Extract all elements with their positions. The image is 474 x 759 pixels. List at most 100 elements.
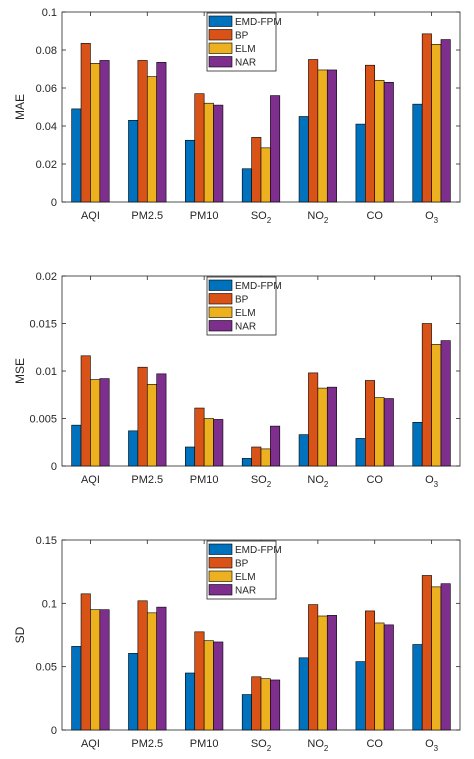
bar-nar-no2 (326, 386, 337, 467)
bar-elm-so2 (260, 147, 271, 203)
x-tick-label: SO2 (251, 474, 272, 489)
bar-nar-co (383, 82, 394, 203)
bar-emd-fpm-so2 (241, 168, 252, 203)
bar-elm-o3 (431, 344, 442, 467)
x-tick-label: AQI (81, 738, 100, 750)
bar-emd-fpm-pm10 (185, 672, 196, 731)
bar-elm-so2 (260, 678, 271, 731)
bar-elm-pm25 (146, 383, 157, 467)
y-tick-label: 0.05 (36, 662, 57, 674)
bar-bp-pm10 (194, 93, 205, 203)
x-tick-label: AQI (81, 210, 100, 222)
bar-nar-pm10 (213, 641, 224, 731)
bar-elm-co (374, 397, 385, 467)
y-tick-label: 0.1 (42, 7, 57, 19)
bar-bp-so2 (251, 446, 262, 467)
bar-elm-pm10 (203, 640, 214, 731)
bar-bp-no2 (308, 604, 319, 731)
x-tick-label: PM2.5 (131, 738, 163, 750)
bar-elm-aqi (90, 62, 101, 203)
x-tick-label: PM10 (190, 738, 219, 750)
y-tick-label: 0.06 (36, 83, 57, 95)
legend: EMD-FPM BP ELM NAR (206, 12, 282, 72)
x-tick-label: NO2 (307, 738, 329, 753)
x-tick-label: O3 (425, 210, 439, 225)
legend-swatch-elm (208, 570, 233, 582)
y-tick-label: 0.02 (36, 271, 57, 283)
bar-emd-fpm-pm25 (128, 430, 139, 467)
bar-emd-fpm-co (355, 438, 366, 467)
bar-bp-co (365, 610, 376, 731)
y-tick-label: 0.1 (42, 598, 57, 610)
x-tick-label: SO2 (251, 738, 272, 753)
bar-emd-fpm-no2 (298, 434, 309, 467)
y-axis-label: MSE (13, 358, 27, 384)
x-tick-label: CO (366, 474, 383, 486)
legend-swatch-nar (208, 320, 233, 332)
legend-swatch-bp (208, 557, 233, 569)
bar-bp-pm10 (194, 631, 205, 731)
x-tick-label: SO2 (251, 210, 272, 225)
bar-bp-co (365, 380, 376, 467)
bar-emd-fpm-co (355, 123, 366, 203)
bar-emd-fpm-no2 (298, 657, 309, 731)
bar-nar-no2 (326, 615, 337, 731)
bar-elm-pm10 (203, 418, 214, 467)
bar-emd-fpm-pm25 (128, 120, 139, 203)
legend-label-elm: ELM (235, 308, 256, 319)
legend-label-elm: ELM (235, 572, 256, 583)
bar-elm-co (374, 80, 385, 203)
legend-swatch-bp (208, 293, 233, 305)
legend-label-bp: BP (235, 559, 249, 570)
legend-label-nar: NAR (235, 586, 256, 597)
y-axis-label: MAE (13, 94, 27, 120)
bar-bp-so2 (251, 676, 262, 731)
y-tick-label: 0.005 (29, 414, 57, 426)
bar-elm-aqi (90, 609, 101, 731)
bar-elm-no2 (317, 615, 328, 731)
bar-bp-so2 (251, 137, 262, 203)
bar-emd-fpm-o3 (412, 644, 423, 731)
y-tick-label: 0.04 (36, 121, 57, 133)
bar-nar-aqi (99, 378, 110, 467)
bar-bp-aqi (80, 355, 91, 467)
legend-swatch-elm (208, 306, 233, 318)
bar-emd-fpm-aqi (71, 108, 82, 203)
bar-elm-so2 (260, 448, 271, 467)
y-tick-label: 0 (51, 725, 57, 737)
legend-label-bp: BP (235, 295, 249, 306)
legend-swatch-bp (208, 29, 233, 41)
bar-nar-pm10 (213, 104, 224, 203)
bar-nar-no2 (326, 69, 337, 203)
x-tick-label: O3 (425, 738, 439, 753)
bar-elm-pm25 (146, 76, 157, 203)
bar-emd-fpm-aqi (71, 646, 82, 731)
bar-bp-pm25 (137, 600, 148, 731)
bar-bp-o3 (421, 575, 432, 731)
legend-swatch-nar (208, 584, 233, 596)
bar-bp-pm25 (137, 60, 148, 203)
bar-bp-no2 (308, 59, 319, 203)
legend-swatch-emd-fpm (208, 543, 233, 555)
legend-label-emd-fpm: EMD-FPM (235, 281, 282, 292)
bar-elm-no2 (317, 387, 328, 467)
bar-nar-co (383, 398, 394, 467)
bar-elm-co (374, 622, 385, 731)
bar-emd-fpm-o3 (412, 421, 423, 467)
legend-label-nar: NAR (235, 58, 256, 69)
bar-nar-o3 (440, 583, 451, 731)
bar-bp-pm10 (194, 407, 205, 467)
x-tick-label: PM2.5 (131, 474, 163, 486)
legend-swatch-emd-fpm (208, 279, 233, 291)
chart-panel-2: 0 0.005 0.01 0.015 0.02 MSE AQI PM2.5 PM10 SO2 NO2… (13, 271, 461, 489)
bar-emd-fpm-o3 (412, 103, 423, 203)
y-axis-label: SD (13, 626, 27, 643)
bar-elm-o3 (431, 586, 442, 731)
legend-swatch-emd-fpm (208, 15, 233, 27)
bar-nar-so2 (270, 425, 281, 467)
x-tick-label: O3 (425, 474, 439, 489)
bar-bp-o3 (421, 323, 432, 467)
bar-nar-pm25 (156, 62, 167, 203)
legend: EMD-FPM BP ELM NAR (206, 276, 282, 336)
bar-emd-fpm-pm10 (185, 139, 196, 203)
